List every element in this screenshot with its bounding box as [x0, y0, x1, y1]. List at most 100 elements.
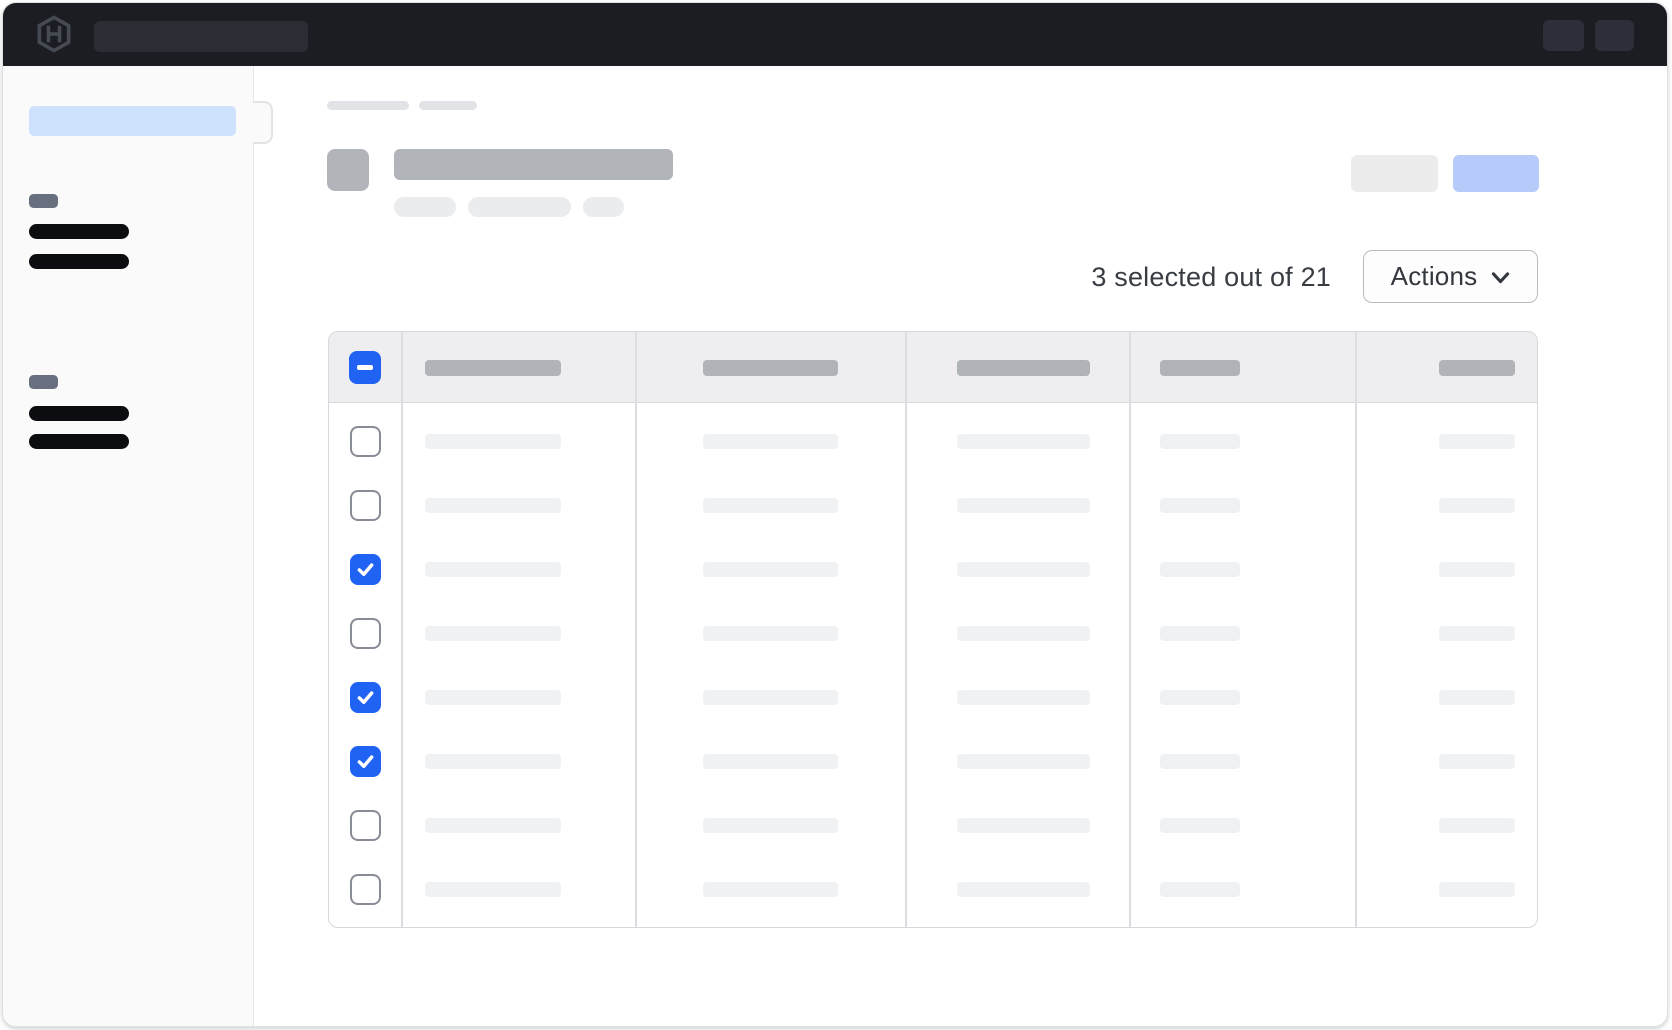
cell-skeleton	[1439, 881, 1515, 897]
cell-skeleton	[703, 433, 838, 449]
column-divider	[401, 332, 403, 927]
column-divider	[905, 332, 907, 927]
topbar-button-skeleton[interactable]	[1595, 20, 1634, 51]
column-divider	[635, 332, 637, 927]
cell-skeleton	[1160, 817, 1240, 833]
cell-skeleton	[425, 561, 561, 577]
table-row	[329, 403, 1537, 467]
cell-skeleton	[957, 881, 1090, 897]
cell-skeleton	[1439, 433, 1515, 449]
table-row	[329, 531, 1537, 595]
select-all-checkbox[interactable]	[349, 351, 381, 384]
table-row	[329, 659, 1537, 723]
secondary-button-skeleton[interactable]	[1351, 155, 1438, 192]
row-checkbox[interactable]	[349, 553, 381, 585]
table-body	[329, 403, 1537, 915]
cell-skeleton	[1160, 753, 1240, 769]
row-checkbox[interactable]	[349, 745, 381, 777]
cell-skeleton	[425, 625, 561, 641]
indeterminate-icon	[357, 365, 373, 370]
cell-skeleton	[703, 817, 838, 833]
page-icon-skeleton	[327, 149, 369, 191]
cell-skeleton	[1439, 817, 1515, 833]
table-row	[329, 595, 1537, 659]
cell-skeleton	[1439, 497, 1515, 513]
row-checkbox[interactable]	[349, 873, 381, 905]
primary-button-skeleton[interactable]	[1453, 155, 1539, 192]
row-checkbox[interactable]	[349, 809, 381, 841]
check-icon	[357, 754, 373, 768]
cell-skeleton	[957, 689, 1090, 705]
cell-skeleton	[703, 497, 838, 513]
cell-skeleton	[425, 881, 561, 897]
breadcrumb-skeleton	[419, 101, 477, 110]
table-row	[329, 467, 1537, 531]
row-checkbox[interactable]	[349, 489, 381, 521]
cell-skeleton	[957, 753, 1090, 769]
cell-skeleton	[703, 689, 838, 705]
cell-skeleton	[703, 753, 838, 769]
sidebar-section-badge-skeleton	[29, 375, 58, 389]
sidebar	[3, 66, 254, 1026]
badge-skeleton	[394, 197, 456, 217]
badge-skeleton	[583, 197, 624, 217]
cell-skeleton	[1439, 561, 1515, 577]
sidebar-section-badge-skeleton	[29, 194, 58, 208]
cell-skeleton	[703, 881, 838, 897]
sidebar-item-selected-skeleton[interactable]	[29, 106, 236, 136]
page-title-skeleton	[394, 149, 673, 180]
badge-skeleton	[468, 197, 571, 217]
check-icon	[357, 690, 373, 704]
cell-skeleton	[1439, 689, 1515, 705]
global-search-skeleton[interactable]	[94, 21, 308, 52]
top-nav-bar	[3, 3, 1667, 66]
cell-skeleton	[425, 497, 561, 513]
sidebar-item-skeleton[interactable]	[29, 224, 129, 239]
check-icon	[357, 562, 373, 576]
cell-skeleton	[957, 817, 1090, 833]
table-row	[329, 851, 1537, 915]
cell-skeleton	[957, 561, 1090, 577]
cell-skeleton	[425, 753, 561, 769]
sidebar-item-skeleton[interactable]	[29, 406, 129, 421]
column-header-skeleton	[957, 359, 1090, 376]
sidebar-collapse-handle[interactable]	[252, 101, 273, 144]
column-divider	[1129, 332, 1131, 927]
breadcrumb-skeleton	[327, 101, 409, 110]
row-checkbox[interactable]	[349, 681, 381, 713]
table-row	[329, 787, 1537, 851]
column-header-skeleton	[1439, 359, 1515, 376]
cell-skeleton	[1160, 561, 1240, 577]
actions-label: Actions	[1390, 261, 1478, 291]
cell-skeleton	[425, 817, 561, 833]
table-header-row	[329, 332, 1537, 403]
column-divider	[1355, 332, 1357, 927]
cell-skeleton	[1160, 689, 1240, 705]
row-checkbox[interactable]	[349, 425, 381, 457]
topbar-button-skeleton[interactable]	[1543, 20, 1584, 51]
actions-dropdown-button[interactable]: Actions	[1363, 250, 1538, 303]
cell-skeleton	[1160, 497, 1240, 513]
cell-skeleton	[425, 433, 561, 449]
hashicorp-logo-icon[interactable]	[35, 15, 73, 53]
column-header-skeleton	[703, 359, 838, 376]
chevron-down-icon	[1492, 272, 1510, 284]
cell-skeleton	[425, 689, 561, 705]
cell-skeleton	[957, 433, 1090, 449]
cell-skeleton	[1439, 625, 1515, 641]
cell-skeleton	[957, 497, 1090, 513]
cell-skeleton	[1160, 433, 1240, 449]
cell-skeleton	[1439, 753, 1515, 769]
column-header-skeleton	[1160, 359, 1240, 376]
table-row	[329, 723, 1537, 787]
column-header-skeleton	[425, 359, 561, 376]
selection-summary: 3 selected out of 21	[1091, 262, 1331, 292]
cell-skeleton	[957, 625, 1090, 641]
sidebar-item-skeleton[interactable]	[29, 434, 129, 449]
cell-skeleton	[703, 561, 838, 577]
cell-skeleton	[703, 625, 838, 641]
row-checkbox[interactable]	[349, 617, 381, 649]
data-table	[328, 331, 1538, 928]
sidebar-item-skeleton[interactable]	[29, 254, 129, 269]
